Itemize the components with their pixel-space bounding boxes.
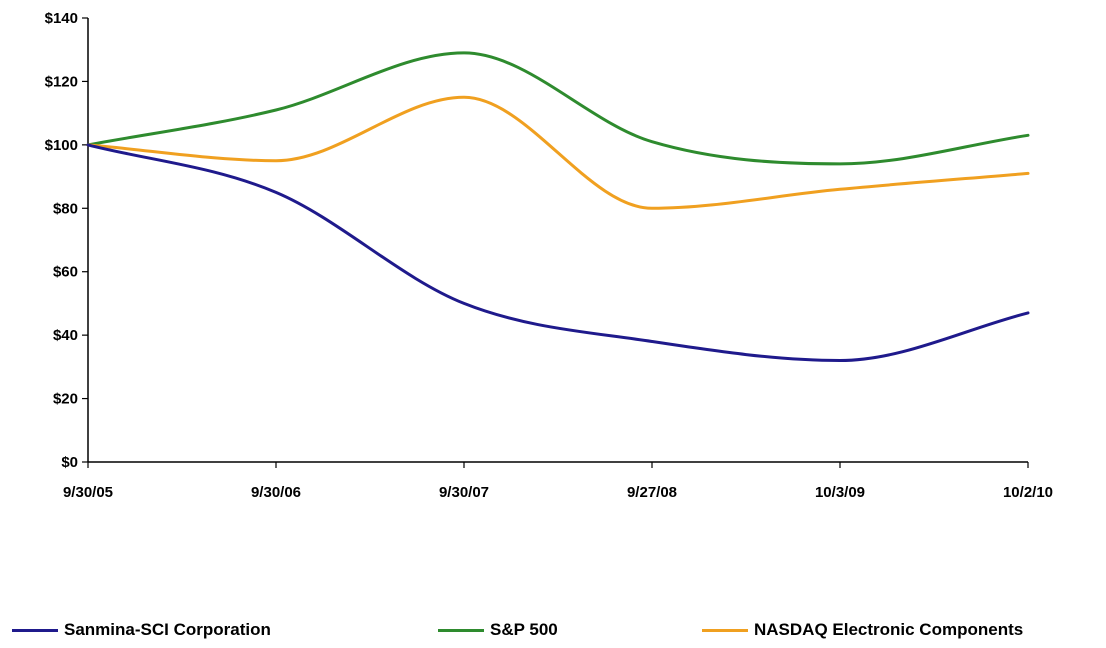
legend-label-sanmina: Sanmina-SCI Corporation xyxy=(64,620,271,639)
x-tick-label: 10/2/10 xyxy=(1003,484,1053,501)
legend-swatch-sp500 xyxy=(438,628,484,632)
legend-swatch-sanmina xyxy=(12,628,58,632)
x-tick-label: 9/30/05 xyxy=(63,484,113,501)
legend-item-sp500: S&P 500 xyxy=(438,620,558,640)
legend-swatch-nasdaq xyxy=(702,628,748,632)
x-tick-label: 10/3/09 xyxy=(815,484,865,501)
legend-label-nasdaq: NASDAQ Electronic Components xyxy=(754,620,1024,639)
legend-label-sp500: S&P 500 xyxy=(490,620,558,639)
y-tick-label: $140 xyxy=(45,10,78,27)
legend-item-sanmina: Sanmina-SCI Corporation xyxy=(12,620,271,640)
legend: Sanmina-SCI Corporation S&P 500 NASDAQ E… xyxy=(0,620,1106,648)
legend-item-nasdaq: NASDAQ Electronic Components xyxy=(702,620,1023,640)
x-tick-label: 9/27/08 xyxy=(627,484,677,501)
y-axis: $0 $20 $40 $60 $80 $100 $120 $140 xyxy=(45,10,89,471)
series-layer xyxy=(86,51,1030,362)
line-chart: $0$20$40$60$80$100$120$140 9/30/05 9/30/0… xyxy=(45,10,1053,501)
series-line-nasdaq xyxy=(86,95,1030,210)
series-line-sp500 xyxy=(86,51,1030,166)
y-tick-label: $0 xyxy=(61,454,78,471)
y-tick-label: $100 xyxy=(45,137,78,154)
y-tick-label: $40 xyxy=(53,327,78,344)
x-axis: 9/30/05 9/30/06 9/30/07 9/27/08 10/3/09 10/2/… xyxy=(63,461,1053,501)
y-tick-label: $60 xyxy=(53,264,78,281)
series-line-sanmina xyxy=(86,143,1030,362)
x-tick-label: 9/30/06 xyxy=(251,484,301,501)
y-tick-label: $20 xyxy=(53,391,78,408)
x-tick-label: 9/30/07 xyxy=(439,484,489,501)
y-tick-label: $120 xyxy=(45,73,78,90)
y-tick-label: $80 xyxy=(53,200,78,217)
